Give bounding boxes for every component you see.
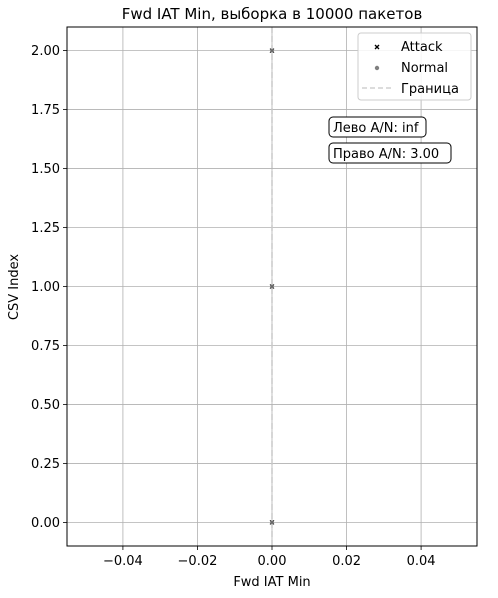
point-normal: [270, 520, 274, 525]
annotation-left-text: Лево A/N: inf: [333, 121, 419, 136]
x-tick-label: 0.04: [407, 554, 436, 569]
x-axis-label: Fwd IAT Min: [233, 575, 310, 590]
y-tick-label: 1.75: [31, 103, 60, 118]
y-tick-label: 1.00: [31, 280, 60, 295]
x-tick-label: −0.04: [103, 554, 143, 569]
legend-marker-normal: [374, 65, 380, 71]
legend-label-normal: Normal: [401, 61, 448, 76]
point-normal: [270, 284, 274, 289]
annotation-left: Лево A/N: inf: [328, 116, 427, 138]
legend: Attack Normal Граница: [357, 32, 472, 101]
legend-label-boundary: Граница: [401, 82, 459, 97]
chart-title: Fwd IAT Min, выборка в 10000 пакетов: [122, 5, 423, 23]
y-tick-label: 0.00: [31, 516, 60, 531]
y-axis-ticks: 0.00 0.25 0.50 0.75 1.00 1.25 1.50 1.75 2.00: [31, 44, 67, 531]
data-points: [269, 48, 275, 525]
y-tick-label: 1.25: [31, 221, 60, 236]
point-normal: [270, 48, 274, 53]
y-axis-label: CSV Index: [7, 254, 22, 320]
x-axis-ticks: −0.04 −0.02 0.00 0.02 0.04: [103, 546, 436, 569]
legend-marker-attack: [374, 44, 380, 50]
y-tick-label: 1.50: [31, 162, 60, 177]
x-tick-label: 0.00: [258, 554, 287, 569]
annotation-right: Право A/N: 3.00: [328, 142, 452, 164]
x-tick-label: −0.02: [178, 554, 218, 569]
legend-box: [357, 32, 472, 101]
y-tick-label: 0.50: [31, 398, 60, 413]
annotation-right-text: Право A/N: 3.00: [333, 147, 439, 162]
x-tick-label: 0.02: [332, 554, 361, 569]
y-tick-label: 0.25: [31, 457, 60, 472]
y-tick-label: 0.75: [31, 339, 60, 354]
legend-label-attack: Attack: [401, 40, 443, 55]
y-tick-label: 2.00: [31, 44, 60, 59]
